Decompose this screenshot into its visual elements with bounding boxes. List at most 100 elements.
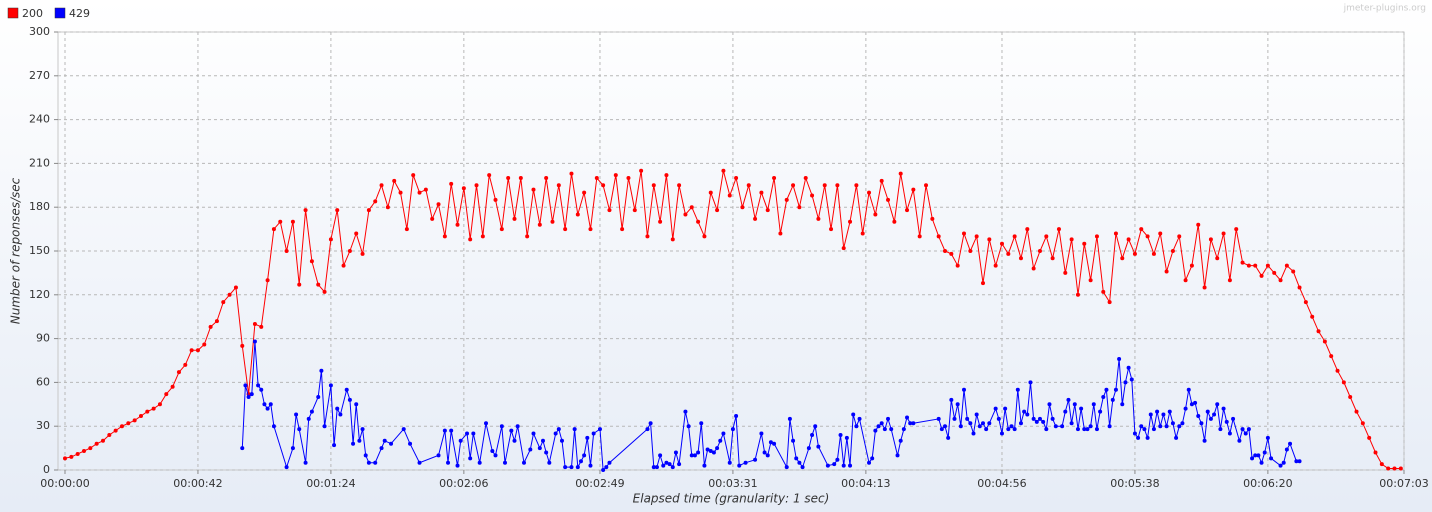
data-point <box>860 231 865 236</box>
data-point <box>379 183 384 188</box>
data-point <box>249 392 254 397</box>
data-point <box>319 368 324 373</box>
data-point <box>465 431 470 436</box>
data-point <box>734 413 739 418</box>
y-axis-label: Number of reponses/sec <box>9 177 23 324</box>
data-point <box>436 202 441 207</box>
data-point <box>265 278 270 283</box>
data-point <box>1367 435 1372 440</box>
data-point <box>1177 234 1182 239</box>
data-point <box>980 421 985 426</box>
data-point <box>1167 409 1172 414</box>
data-point <box>1060 424 1065 429</box>
data-point <box>867 190 872 195</box>
data-point <box>1123 380 1128 385</box>
data-point <box>1189 263 1194 268</box>
x-tick-label: 00:01:24 <box>306 477 355 490</box>
data-point <box>1148 412 1153 417</box>
data-point <box>487 173 492 178</box>
data-point <box>692 453 697 458</box>
data-point <box>398 190 403 195</box>
data-point <box>63 456 67 461</box>
data-point <box>708 190 713 195</box>
x-tick-label: 00:03:31 <box>708 477 757 490</box>
data-point <box>1072 402 1077 407</box>
data-point <box>1177 424 1182 429</box>
data-point <box>753 457 758 462</box>
data-point <box>1012 427 1017 432</box>
data-point <box>765 208 770 213</box>
data-point <box>1262 450 1267 455</box>
data-point <box>594 176 599 180</box>
data-point <box>1193 400 1198 405</box>
data-point <box>639 168 644 173</box>
data-point <box>873 428 878 433</box>
data-point <box>556 427 561 432</box>
data-point <box>1006 427 1011 432</box>
data-point <box>1224 419 1229 424</box>
data-point <box>1098 409 1103 414</box>
data-point <box>499 227 504 232</box>
data-point <box>382 438 387 443</box>
data-point <box>784 197 789 202</box>
legend-swatch <box>54 7 66 19</box>
data-point <box>727 193 732 198</box>
data-point <box>1006 251 1011 256</box>
data-point <box>1113 231 1118 236</box>
data-point <box>544 450 549 455</box>
data-point <box>436 453 441 458</box>
data-point <box>1151 251 1156 256</box>
data-point <box>107 432 112 437</box>
data-point <box>974 412 979 417</box>
data-point <box>357 438 362 443</box>
data-point <box>810 193 815 198</box>
data-point <box>1044 234 1049 239</box>
data-point <box>1196 413 1201 418</box>
data-point <box>1250 456 1255 461</box>
data-point <box>316 282 321 287</box>
data-point <box>759 190 764 195</box>
data-point <box>1063 270 1068 275</box>
data-point <box>626 176 631 180</box>
data-point <box>1117 357 1122 362</box>
data-point <box>898 171 903 176</box>
data-point <box>306 416 311 421</box>
data-point <box>841 246 846 251</box>
data-point <box>651 183 656 188</box>
data-point <box>509 428 514 433</box>
data-point <box>867 460 872 465</box>
data-point <box>578 459 583 464</box>
data-point <box>968 421 973 426</box>
data-point <box>715 446 720 451</box>
data-point <box>901 427 906 432</box>
data-point <box>737 463 742 468</box>
data-point <box>588 227 593 232</box>
data-point <box>1183 406 1188 411</box>
data-point <box>354 231 359 236</box>
data-point <box>1104 387 1109 392</box>
data-point <box>221 300 226 305</box>
data-point <box>702 234 707 239</box>
data-point <box>1278 463 1283 468</box>
data-point <box>1053 424 1058 429</box>
data-point <box>1202 285 1207 290</box>
data-point <box>1265 435 1270 440</box>
data-point <box>499 424 504 429</box>
data-point <box>857 416 862 421</box>
data-point <box>1009 424 1014 429</box>
data-point <box>268 402 273 407</box>
data-point <box>607 208 612 213</box>
data-point <box>734 176 739 180</box>
data-point <box>569 465 574 470</box>
data-point <box>806 446 811 451</box>
data-point <box>582 190 587 195</box>
data-point <box>582 453 587 458</box>
data-point <box>632 208 637 213</box>
data-point <box>347 249 352 253</box>
data-point <box>303 460 308 465</box>
y-tick-label: 240 <box>29 113 50 126</box>
data-point <box>1221 231 1226 236</box>
data-point <box>1208 237 1213 242</box>
legend-label: 429 <box>69 7 90 20</box>
data-point <box>661 463 666 468</box>
